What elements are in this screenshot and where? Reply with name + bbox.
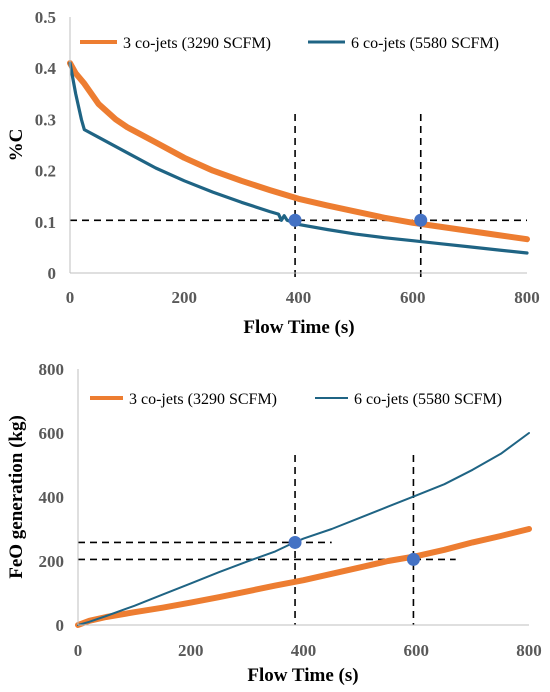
chart-2-series-line-3-cojets — [75, 526, 532, 628]
chart-2-series — [75, 432, 532, 628]
chart-2-series-line-6-cojets — [77, 432, 530, 626]
chart-2-y-tick-label: 200 — [39, 552, 65, 571]
chart-1-data-marker — [288, 213, 302, 227]
chart-1-reference-lines — [70, 114, 527, 277]
chart-2-legend: 3 co-jets (3290 SCFM) 6 co-jets (5580 SC… — [90, 391, 502, 408]
chart-2-y-tick-label: 800 — [39, 360, 65, 379]
chart-2-x-tick-label: 800 — [516, 641, 542, 660]
chart-2: 0 200 400 600 800 0 200 400 600 800 Flow Time (s)… — [6, 360, 542, 686]
chart-1-series-line-6-cojets — [68, 61, 529, 255]
chart-2-y-tick-label: 400 — [39, 488, 65, 507]
chart-2-axes — [77, 369, 529, 626]
chart-1-y-tick-label: 0 — [48, 264, 57, 283]
chart-1-series — [67, 60, 530, 255]
chart-1-y-axis-title: %C — [6, 129, 27, 162]
chart-1-legend-label-3-cojets: 3 co-jets (3290 SCFM) — [123, 35, 271, 52]
chart-1-x-tick-label: 400 — [286, 288, 312, 307]
chart-2-y-tick-label: 0 — [56, 616, 65, 635]
chart-1-y-tick-label: 0.1 — [35, 213, 56, 232]
chart-1-x-tick-label: 800 — [514, 288, 540, 307]
chart-1-markers — [288, 213, 428, 227]
chart-2-y-tick-label: 600 — [39, 424, 65, 443]
chart-1-x-tick-label: 600 — [400, 288, 426, 307]
chart-1-axes — [69, 17, 527, 274]
chart-2-x-tick-label: 400 — [291, 641, 317, 660]
chart-2-x-tick-label: 0 — [74, 641, 83, 660]
chart-2-reference-lines — [78, 455, 456, 625]
chart-1-series-line-3-cojets — [67, 60, 530, 243]
chart-2-y-axis-title: FeO generation (kg) — [6, 415, 27, 579]
chart-1-y-tick-label: 0.3 — [35, 110, 56, 129]
chart-2-legend-label-3-cojets: 3 co-jets (3290 SCFM) — [129, 391, 277, 408]
chart-1-legend: 3 co-jets (3290 SCFM) 6 co-jets (5580 SC… — [80, 35, 499, 52]
chart-2-legend-label-6-cojets: 6 co-jets (5580 SCFM) — [354, 391, 502, 408]
chart-2-tick-labels: 0 200 400 600 800 0 200 400 600 800 — [39, 360, 542, 660]
chart-1-y-tick-label: 0.2 — [35, 162, 56, 181]
chart-2-x-tick-label: 200 — [178, 641, 204, 660]
chart-2-x-tick-label: 600 — [404, 641, 430, 660]
chart-1-x-tick-label: 200 — [172, 288, 198, 307]
chart-1-legend-label-6-cojets: 6 co-jets (5580 SCFM) — [351, 35, 499, 52]
chart-2-markers — [288, 535, 420, 566]
chart-1-x-axis-title: Flow Time (s) — [243, 317, 354, 338]
chart-1-y-tick-label: 0.4 — [35, 59, 57, 78]
chart-1: 0 200 400 600 800 0 0.1 0.2 0.3 0.4 0.5 Flow Time … — [6, 8, 540, 338]
chart-2-x-axis-title: Flow Time (s) — [247, 665, 358, 686]
chart-1-tick-labels: 0 200 400 600 800 0 0.1 0.2 0.3 0.4 0.5 — [35, 8, 540, 307]
chart-1-y-tick-label: 0.5 — [35, 8, 56, 27]
chart-1-data-marker — [414, 213, 428, 227]
chart-1-x-tick-label: 0 — [66, 288, 75, 307]
chart-2-data-marker — [288, 535, 302, 549]
chart-2-data-marker — [406, 552, 420, 566]
